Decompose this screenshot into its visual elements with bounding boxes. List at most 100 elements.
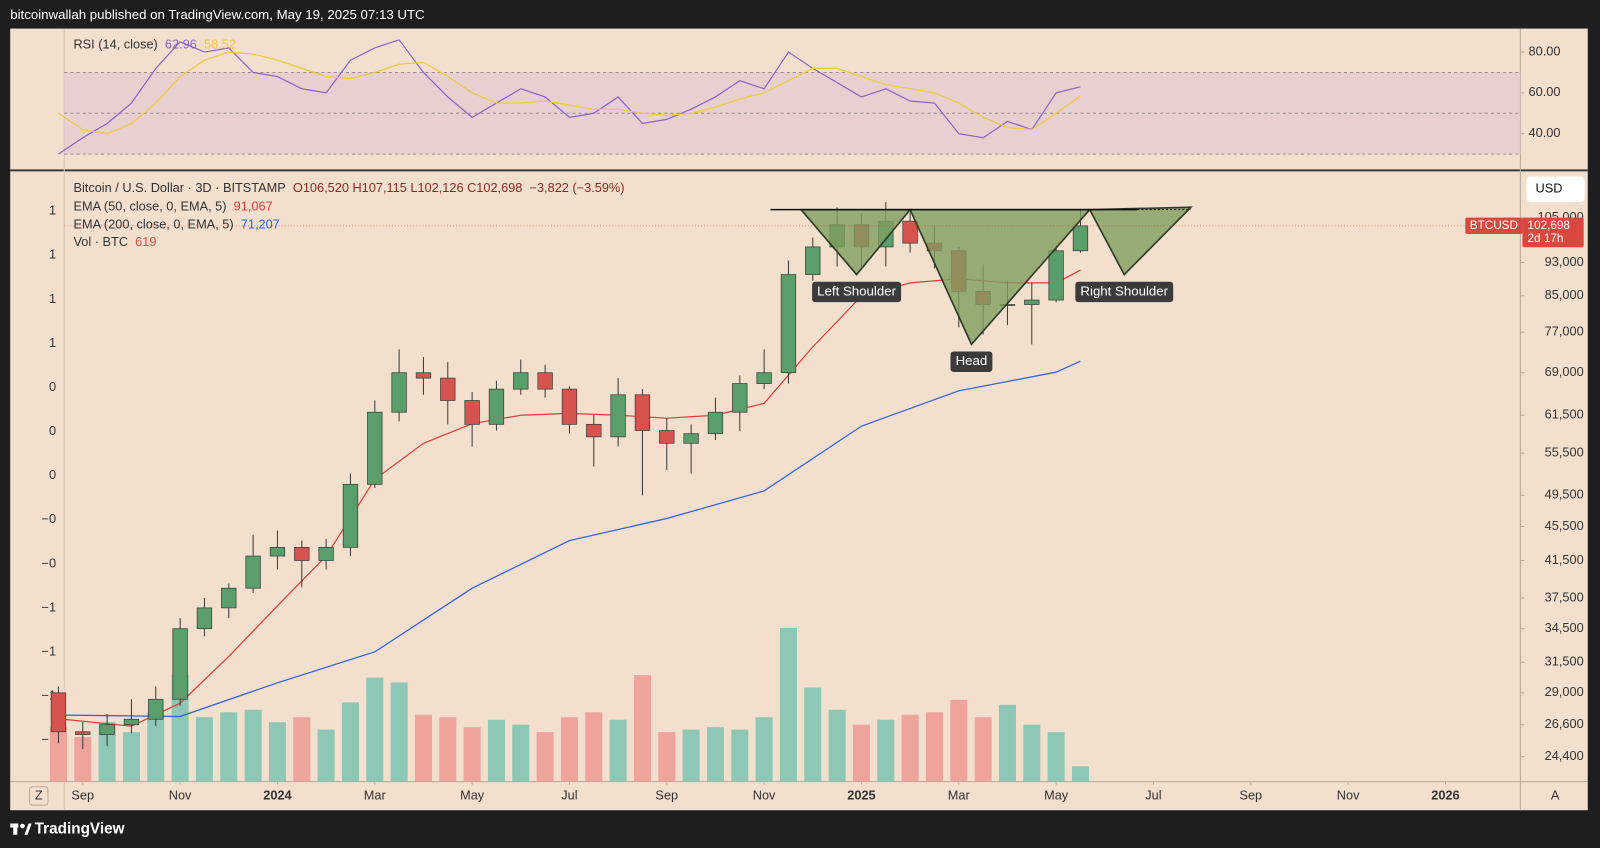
candle-body [513, 372, 529, 390]
header-text: bitcoinwallah published on TradingView.c… [10, 7, 425, 22]
x-tick-label: May [460, 787, 485, 802]
volume-bar [585, 712, 603, 782]
candle-body [148, 698, 164, 720]
volume-bar [1047, 732, 1065, 782]
y-tick-label: 31,500 [1545, 654, 1584, 669]
button[interactable] [29, 786, 49, 806]
volume-bar [852, 724, 870, 782]
candle-body [561, 388, 578, 425]
y-tick-label: 40.00 [1529, 125, 1561, 140]
rsi-line [58, 51, 1081, 135]
candle-body [1024, 299, 1040, 305]
legend-text: −3,822 (−3.59%) [530, 180, 625, 195]
candle-body [269, 547, 286, 557]
logo [10, 823, 32, 835]
price-countdown: 2d 17h [1528, 232, 1564, 245]
candle-body [99, 724, 115, 735]
volume-bar [1071, 766, 1089, 782]
x-tick-label: Mar [948, 787, 971, 802]
volume-bar [828, 709, 846, 782]
x-tick-label: Nov [1337, 787, 1360, 802]
x-tick-label: Nov [169, 787, 192, 802]
volume-bar [706, 727, 724, 782]
candle-body [342, 483, 359, 548]
left-axis-label: −1 [42, 643, 57, 658]
legend-text: 91,067 [234, 199, 273, 214]
chart-background [10, 28, 1588, 811]
volume-bar [366, 677, 384, 782]
volume-bar [755, 717, 773, 782]
volume-bar [512, 724, 530, 782]
left-axis-label: 1 [49, 335, 56, 350]
candle-body [196, 607, 213, 630]
x-tick-label: Sep [1239, 787, 1262, 802]
volume-bar [633, 675, 651, 782]
x-tick-label: Sep [71, 787, 94, 802]
volume-bar [220, 712, 238, 782]
currency-label[interactable]: USD [1536, 181, 1563, 196]
candle-body [294, 547, 310, 561]
button-label[interactable]: A [1551, 787, 1560, 802]
y-tick-label: 77,000 [1545, 324, 1584, 339]
y-tick-label: 60.00 [1529, 84, 1561, 99]
volume-bar [901, 714, 919, 782]
volume-bar [341, 702, 359, 782]
left-axis-label: 1 [49, 291, 56, 306]
volume-bar [147, 712, 165, 782]
candle-body [367, 411, 383, 485]
candle-body [1048, 250, 1064, 301]
legend-text: Bitcoin / U.S. Dollar · 3D · BITSTAMP [73, 180, 285, 195]
candle-body [123, 718, 140, 726]
candle-body [488, 388, 505, 425]
y-tick-label: 37,500 [1545, 589, 1584, 604]
y-tick-label: 55,500 [1545, 444, 1584, 459]
pattern-label: Left Shoulder [817, 283, 896, 298]
volume-bar [74, 737, 92, 782]
volume-bar [195, 717, 213, 782]
volume-bar [171, 675, 189, 782]
left-axis-label: 1 [49, 203, 56, 218]
candle-body [1072, 225, 1089, 252]
candle-body [415, 372, 432, 379]
candle-body [805, 246, 821, 275]
ema-line [63, 269, 1081, 727]
volume-bar [804, 687, 822, 782]
candle-body [683, 433, 699, 444]
volume-bar [122, 732, 140, 782]
volume-bar [1023, 724, 1041, 782]
left-axis-label: 0 [49, 379, 56, 394]
left-axis-label: 0 [49, 467, 56, 482]
x-tick-label: Sep [655, 787, 678, 802]
price-label-bg [1522, 217, 1584, 248]
legend-text: O106,520 H107,115 L102,126 C102,698 [293, 180, 522, 195]
volume-bar [731, 729, 749, 782]
y-tick-label: 26,600 [1545, 716, 1584, 731]
volume-bar [877, 719, 895, 782]
x-tick-label: Nov [753, 787, 776, 802]
x-tick-label: Mar [364, 787, 387, 802]
candle-body [75, 731, 91, 735]
legend-text: 62.96 [165, 36, 197, 51]
volume-bar [487, 719, 505, 782]
legend-text: EMA (50, close, 0, EMA, 5) [73, 199, 226, 214]
x-tick-label: Jul [1145, 787, 1161, 802]
left-axis-label: −1 [42, 599, 57, 614]
candle-body [172, 628, 188, 700]
volume-bar [317, 729, 335, 782]
y-tick-label: 34,500 [1545, 620, 1584, 635]
candle-body [537, 372, 553, 390]
ema-line [64, 360, 1081, 718]
pattern-label: Right Shoulder [1080, 283, 1168, 298]
y-tick-label: 61,500 [1545, 407, 1584, 422]
legend-text: 71,207 [241, 216, 280, 231]
volume-bar [463, 727, 481, 782]
y-tick-label: 24,400 [1545, 748, 1584, 763]
candle-body [586, 423, 602, 438]
button-label[interactable]: Z [35, 787, 43, 802]
x-tick-label: 2025 [847, 787, 875, 802]
price-label-bg [1465, 217, 1523, 235]
candle-body [464, 400, 480, 425]
currency-button[interactable] [1526, 176, 1585, 203]
legend-text: 58.52 [204, 36, 236, 51]
